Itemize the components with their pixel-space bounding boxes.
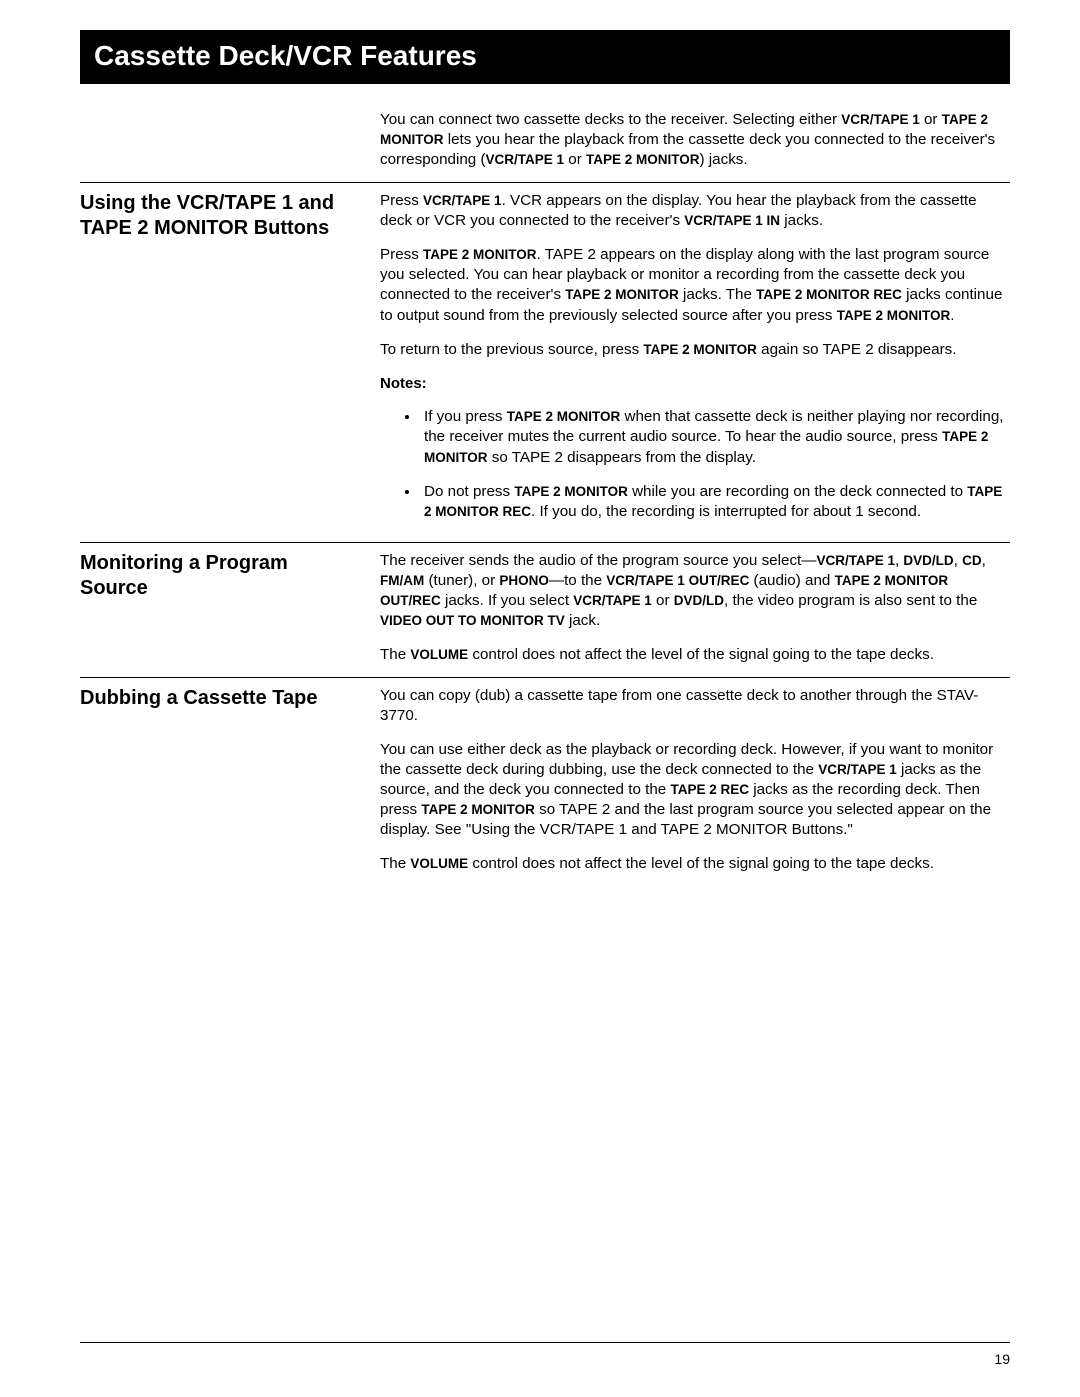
s2p2c: control does not affect the level of the… xyxy=(468,646,934,663)
intro-b7: TAPE 2 MONITOR xyxy=(586,152,700,167)
s1p1e: jacks. xyxy=(780,212,823,229)
page-title: Cassette Deck/VCR Features xyxy=(94,40,996,72)
s1p3b: TAPE 2 MONITOR xyxy=(643,342,757,357)
section3-p1: You can copy (dub) a cassette tape from … xyxy=(380,686,1010,726)
s2p1l: VCR/TAPE 1 OUT/REC xyxy=(606,573,749,588)
s3p2b: VCR/TAPE 1 xyxy=(818,762,897,777)
n1a: If you press xyxy=(424,408,507,425)
s1p2e: jacks. The xyxy=(679,286,756,303)
section1-p3: To return to the previous source, press … xyxy=(380,340,1010,360)
section2-heading-col: Monitoring a Program Source xyxy=(80,551,380,671)
s1p3a: To return to the previous source, press xyxy=(380,341,643,358)
intro-b1: VCR/TAPE 1 xyxy=(841,112,920,127)
notes-label: Notes: xyxy=(380,374,1010,394)
note-2: Do not press TAPE 2 MONITOR while you ar… xyxy=(420,482,1010,522)
section3-body: You can copy (dub) a cassette tape from … xyxy=(380,686,1010,881)
intro-t2: or xyxy=(920,111,942,128)
intro-t6: or xyxy=(564,151,586,168)
n1b: TAPE 2 MONITOR xyxy=(507,409,621,424)
intro-t0: You can connect two cassette decks to th… xyxy=(380,111,841,128)
s2p1g: , xyxy=(982,552,986,569)
manual-page: Cassette Deck/VCR Features You can conne… xyxy=(0,0,1080,1397)
s2p1h: FM/AM xyxy=(380,573,424,588)
section3-heading-col: Dubbing a Cassette Tape xyxy=(80,686,380,881)
s1p2d: TAPE 2 MONITOR xyxy=(565,287,679,302)
s2p1i: (tuner), or xyxy=(424,572,499,589)
s2p1j: PHONO xyxy=(499,573,549,588)
section1-p1: Press VCR/TAPE 1. VCR appears on the dis… xyxy=(380,191,1010,231)
s3p2f: TAPE 2 MONITOR xyxy=(421,802,535,817)
s2p1u: jack. xyxy=(565,612,600,629)
section1-body: Press VCR/TAPE 1. VCR appears on the dis… xyxy=(380,191,1010,536)
note-1: If you press TAPE 2 MONITOR when that ca… xyxy=(420,407,1010,467)
section3-p2: You can use either deck as the playback … xyxy=(380,740,1010,840)
s1p2b: TAPE 2 MONITOR xyxy=(423,247,537,262)
s1p2a: Press xyxy=(380,246,423,263)
n2a: Do not press xyxy=(424,483,514,500)
s1p3c: again so TAPE 2 disappears. xyxy=(757,341,957,358)
section-vcr-tape-buttons: Using the VCR/TAPE 1 and TAPE 2 MONITOR … xyxy=(80,182,1010,542)
s2p1e: , xyxy=(954,552,962,569)
s2p1p: VCR/TAPE 1 xyxy=(573,593,652,608)
n2e: . If you do, the recording is interrupte… xyxy=(531,503,921,520)
section2-p1: The receiver sends the audio of the prog… xyxy=(380,551,1010,631)
s2p1b: VCR/TAPE 1 xyxy=(816,553,895,568)
intro-left-spacer xyxy=(80,110,380,176)
s3p3c: control does not affect the level of the… xyxy=(468,855,934,872)
section1-p2: Press TAPE 2 MONITOR. TAPE 2 appears on … xyxy=(380,245,1010,325)
intro-b5: VCR/TAPE 1 xyxy=(486,152,565,167)
s1p1a: Press xyxy=(380,192,423,209)
s2p2a: The xyxy=(380,646,410,663)
s2p1f: CD xyxy=(962,553,982,568)
s2p1k: —to the xyxy=(549,572,606,589)
section1-heading: Using the VCR/TAPE 1 and TAPE 2 MONITOR … xyxy=(80,191,360,241)
section2-heading: Monitoring a Program Source xyxy=(80,551,360,601)
s2p1q: or xyxy=(652,592,674,609)
s2p1m: (audio) and xyxy=(749,572,834,589)
s3p2d: TAPE 2 REC xyxy=(670,782,749,797)
s1p2f: TAPE 2 MONITOR REC xyxy=(756,287,902,302)
section-dubbing-tape: Dubbing a Cassette Tape You can copy (du… xyxy=(80,677,1010,887)
s2p1t: VIDEO OUT TO MONITOR TV xyxy=(380,613,565,628)
n1e: so TAPE 2 disappears from the display. xyxy=(488,449,756,466)
s3p3b: VOLUME xyxy=(410,856,468,871)
section2-p2: The VOLUME control does not affect the l… xyxy=(380,645,1010,665)
section3-heading: Dubbing a Cassette Tape xyxy=(80,686,360,711)
s1p2h: TAPE 2 MONITOR xyxy=(837,308,951,323)
s1p2i: . xyxy=(950,307,954,324)
s2p1d: DVD/LD xyxy=(903,553,953,568)
intro-t8: ) jacks. xyxy=(700,151,748,168)
section3-p3: The VOLUME control does not affect the l… xyxy=(380,854,1010,874)
page-number: 19 xyxy=(994,1351,1010,1367)
s2p2b: VOLUME xyxy=(410,647,468,662)
intro-text: You can connect two cassette decks to th… xyxy=(380,110,1010,176)
notes-list: If you press TAPE 2 MONITOR when that ca… xyxy=(380,407,1010,521)
n2b: TAPE 2 MONITOR xyxy=(514,484,628,499)
section2-body: The receiver sends the audio of the prog… xyxy=(380,551,1010,671)
page-title-bar: Cassette Deck/VCR Features xyxy=(80,30,1010,84)
section1-heading-col: Using the VCR/TAPE 1 and TAPE 2 MONITOR … xyxy=(80,191,380,536)
s2p1s: , the video program is also sent to the xyxy=(724,592,977,609)
footer-rule xyxy=(80,1342,1010,1343)
s1p1b: VCR/TAPE 1 xyxy=(423,193,502,208)
s2p1o: jacks. If you select xyxy=(441,592,574,609)
intro-row: You can connect two cassette decks to th… xyxy=(80,102,1010,182)
s1p1d: VCR/TAPE 1 IN xyxy=(684,213,780,228)
s2p1r: DVD/LD xyxy=(674,593,724,608)
n2c: while you are recording on the deck conn… xyxy=(628,483,967,500)
s3p3a: The xyxy=(380,855,410,872)
s2p1a: The receiver sends the audio of the prog… xyxy=(380,552,816,569)
section-monitoring-source: Monitoring a Program Source The receiver… xyxy=(80,542,1010,677)
